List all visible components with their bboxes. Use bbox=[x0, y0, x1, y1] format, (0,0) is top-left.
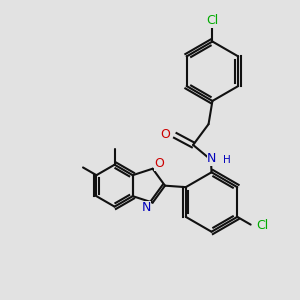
Text: H: H bbox=[223, 155, 231, 165]
Text: O: O bbox=[154, 158, 164, 170]
Text: O: O bbox=[160, 128, 170, 141]
Text: N: N bbox=[207, 152, 217, 165]
Text: Cl: Cl bbox=[256, 219, 268, 232]
Text: Cl: Cl bbox=[206, 14, 218, 27]
Text: N: N bbox=[142, 202, 151, 214]
